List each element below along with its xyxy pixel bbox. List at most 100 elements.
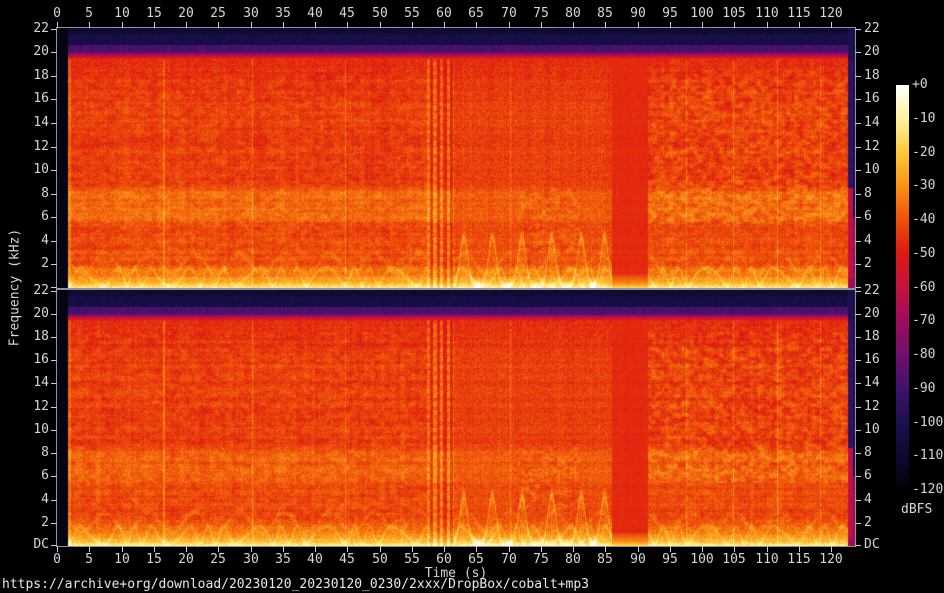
freq-tick-right [855,500,861,501]
time-tick-label-bottom: 60 [436,552,452,567]
colorbar-tick-label: -50 [912,245,936,261]
colorbar-tick-label: -100 [912,414,944,430]
time-tick-top [347,22,348,28]
colorbar-tick-label: -30 [912,178,936,194]
freq-tick-right [855,407,861,408]
freq-tick-label-left: 16 [33,91,49,106]
time-tick-label-bottom: 65 [468,552,484,567]
time-tick-label-bottom: 120 [819,552,843,567]
freq-dc-label-left: DC [33,537,49,552]
colorbar-tick-label: -40 [912,212,936,227]
time-tick-label-top: 85 [597,6,613,21]
time-tick-label-top: 50 [372,6,388,21]
time-tick-label-bottom: 45 [339,552,355,567]
freq-tick-label-left: 6 [41,468,49,483]
time-tick-label-top: 30 [243,6,259,21]
time-tick-bottom [670,546,671,552]
colorbar-unit-label: dBFS [901,502,933,517]
time-tick-label-bottom: 90 [630,552,646,567]
time-tick-label-bottom: 75 [533,552,549,567]
freq-tick-label-right: 2 [864,256,872,271]
time-tick-bottom [347,546,348,552]
freq-tick-label-left: 20 [33,306,49,321]
freq-tick-label-left: 22 [33,283,49,298]
time-tick-bottom [122,546,123,552]
freq-tick-label-left: 2 [41,256,49,271]
time-tick-bottom [412,546,413,552]
time-tick-bottom [154,546,155,552]
freq-tick-label-right: 20 [864,306,880,321]
freq-dc-tick-left [51,287,57,288]
freq-tick-right [855,29,861,30]
freq-tick-right [855,453,861,454]
time-tick-label-bottom: 10 [114,552,130,567]
time-tick-label-bottom: 95 [662,552,678,567]
time-tick-top [799,22,800,28]
freq-tick-left [51,29,57,30]
time-tick-label-top: 120 [819,6,843,21]
time-tick-top [412,22,413,28]
freq-tick-label-left: 10 [33,162,49,177]
time-tick-top [702,22,703,28]
time-tick-top [476,22,477,28]
freq-tick-label-right: 4 [864,492,872,507]
freq-tick-left [51,217,57,218]
time-tick-bottom [218,546,219,552]
time-tick-top [283,22,284,28]
time-tick-top [218,22,219,28]
time-tick-bottom [283,546,284,552]
freq-tick-label-left: 8 [41,186,49,201]
freq-tick-left [51,360,57,361]
colorbar-tick-label: -90 [912,380,936,396]
time-tick-label-top: 70 [501,6,517,21]
time-tick-top [122,22,123,28]
time-tick-label-top: 10 [114,6,130,21]
colorbar-tick-label: -70 [912,313,936,329]
time-tick-label-bottom: 25 [210,552,226,567]
time-tick-label-bottom: 50 [372,552,388,567]
time-tick-label-top: 95 [662,6,678,21]
time-tick-label-top: 105 [722,6,746,21]
freq-tick-left [51,500,57,501]
freq-tick-label-left: 12 [33,399,49,414]
freq-tick-label-left: 18 [33,68,49,83]
freq-dc-tick-left [51,545,57,546]
time-tick-bottom [89,546,90,552]
freq-tick-right [855,383,861,384]
time-tick-bottom [573,546,574,552]
time-tick-top [541,22,542,28]
time-tick-label-top: 115 [787,6,811,21]
colorbar-tick-label: -110 [912,448,944,464]
freq-dc-tick-right [855,287,861,288]
time-tick-label-bottom: 105 [722,552,746,567]
freq-tick-label-right: 6 [864,209,872,224]
time-tick-label-top: 40 [307,6,323,21]
time-tick-top [767,22,768,28]
freq-tick-right [855,123,861,124]
freq-tick-label-right: 12 [864,399,880,414]
freq-tick-label-right: 10 [864,162,880,177]
freq-tick-label-left: 20 [33,44,49,59]
freq-tick-label-right: 2 [864,515,872,530]
freq-dc-tick-right [855,545,861,546]
time-tick-label-bottom: 30 [243,552,259,567]
freq-tick-right [855,217,861,218]
time-tick-top [444,22,445,28]
time-tick-label-bottom: 20 [178,552,194,567]
freq-tick-label-right: 14 [864,375,880,390]
freq-tick-right [855,147,861,148]
time-tick-bottom [476,546,477,552]
time-axis-title: Time (s) [424,566,488,581]
time-tick-label-top: 0 [53,6,61,21]
freq-tick-left [51,241,57,242]
freq-tick-left [51,264,57,265]
time-tick-bottom [186,546,187,552]
time-tick-top [734,22,735,28]
freq-tick-right [855,52,861,53]
freq-tick-left [51,314,57,315]
time-tick-top [57,22,58,28]
time-tick-bottom [638,546,639,552]
freq-tick-left [51,383,57,384]
freq-tick-left [51,147,57,148]
time-tick-label-top: 80 [565,6,581,21]
